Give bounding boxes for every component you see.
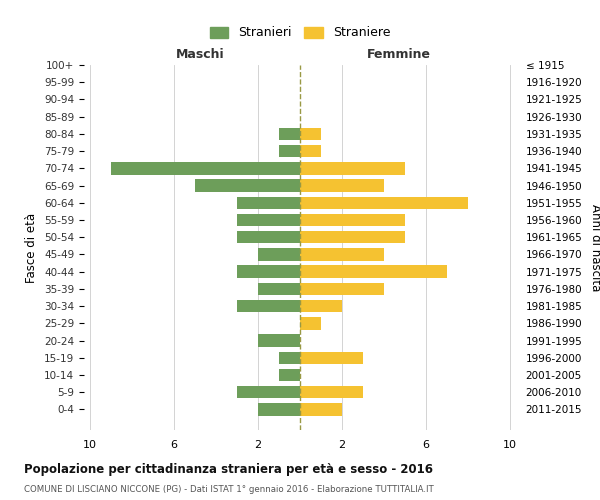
Bar (300, 352, 363, 364)
Bar (195, 180, 300, 192)
Bar (279, 128, 300, 140)
Bar (237, 196, 300, 209)
Bar (237, 214, 300, 226)
Bar (300, 248, 384, 260)
Bar (300, 162, 405, 174)
Bar (300, 214, 405, 226)
Bar (111, 162, 300, 174)
Bar (237, 386, 300, 398)
Bar (300, 128, 321, 140)
Bar (258, 282, 300, 295)
Bar (237, 300, 300, 312)
Bar (279, 369, 300, 381)
Bar (279, 352, 300, 364)
Bar (300, 196, 468, 209)
Text: Femmine: Femmine (367, 48, 431, 62)
Bar (237, 266, 300, 278)
Text: Popolazione per cittadinanza straniera per età e sesso - 2016: Popolazione per cittadinanza straniera p… (24, 462, 433, 475)
Bar (300, 180, 384, 192)
Y-axis label: Anni di nascita: Anni di nascita (589, 204, 600, 291)
Bar (300, 403, 342, 415)
Bar (258, 248, 300, 260)
Bar (300, 145, 321, 158)
Bar (300, 282, 384, 295)
Bar (300, 317, 321, 330)
Legend: Stranieri, Straniere: Stranieri, Straniere (203, 20, 397, 46)
Bar (300, 266, 447, 278)
Bar (258, 334, 300, 346)
Y-axis label: Fasce di età: Fasce di età (25, 212, 38, 282)
Bar (258, 403, 300, 415)
Text: COMUNE DI LISCIANO NICCONE (PG) - Dati ISTAT 1° gennaio 2016 - Elaborazione TUTT: COMUNE DI LISCIANO NICCONE (PG) - Dati I… (24, 485, 434, 494)
Bar (237, 231, 300, 243)
Text: Maschi: Maschi (176, 48, 225, 62)
Bar (279, 145, 300, 158)
Bar (300, 300, 342, 312)
Bar (300, 231, 405, 243)
Bar (300, 386, 363, 398)
